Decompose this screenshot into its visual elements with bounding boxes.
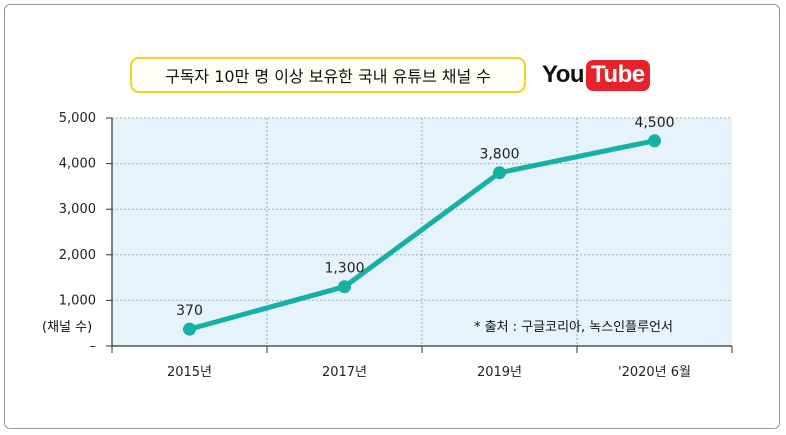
logo-text-tube: Tube [586, 59, 650, 91]
data-label: 370 [176, 303, 203, 319]
y-tick-label: 3,000 [59, 202, 96, 217]
data-point [338, 280, 351, 294]
y-tick-label: 2,000 [59, 248, 96, 263]
data-point [183, 322, 196, 336]
y-tick-label: – [90, 339, 97, 354]
y-tick-label: 5,000 [59, 111, 96, 126]
y-tick-label: 4,000 [59, 157, 96, 172]
y-axis-unit-label: (채널 수) [42, 320, 93, 335]
x-tick-label: 2019년 [477, 365, 522, 380]
data-point [493, 166, 506, 180]
series-line [187, 138, 657, 332]
y-tick-label: 1,000 [59, 293, 96, 308]
x-tick-label: 2017년 [322, 365, 367, 380]
x-tick-label: '2020년 6월 [618, 365, 691, 380]
youtube-logo: You Tube [542, 59, 650, 91]
chart-title: 구독자 10만 명 이상 보유한 국내 유튜브 채널 수 [164, 67, 491, 86]
chart-title-callout: 구독자 10만 명 이상 보유한 국내 유튜브 채널 수 [130, 57, 526, 93]
data-label: 1,300 [324, 261, 364, 277]
logo-text-you: You [542, 61, 585, 88]
source-note: * 출처 : 구글코리아, 녹스인플루언서 [474, 320, 673, 335]
data-label: 4,500 [634, 115, 674, 131]
data-label: 3,800 [479, 147, 519, 163]
x-tick-label: 2015년 [167, 365, 212, 380]
data-point [648, 134, 661, 148]
